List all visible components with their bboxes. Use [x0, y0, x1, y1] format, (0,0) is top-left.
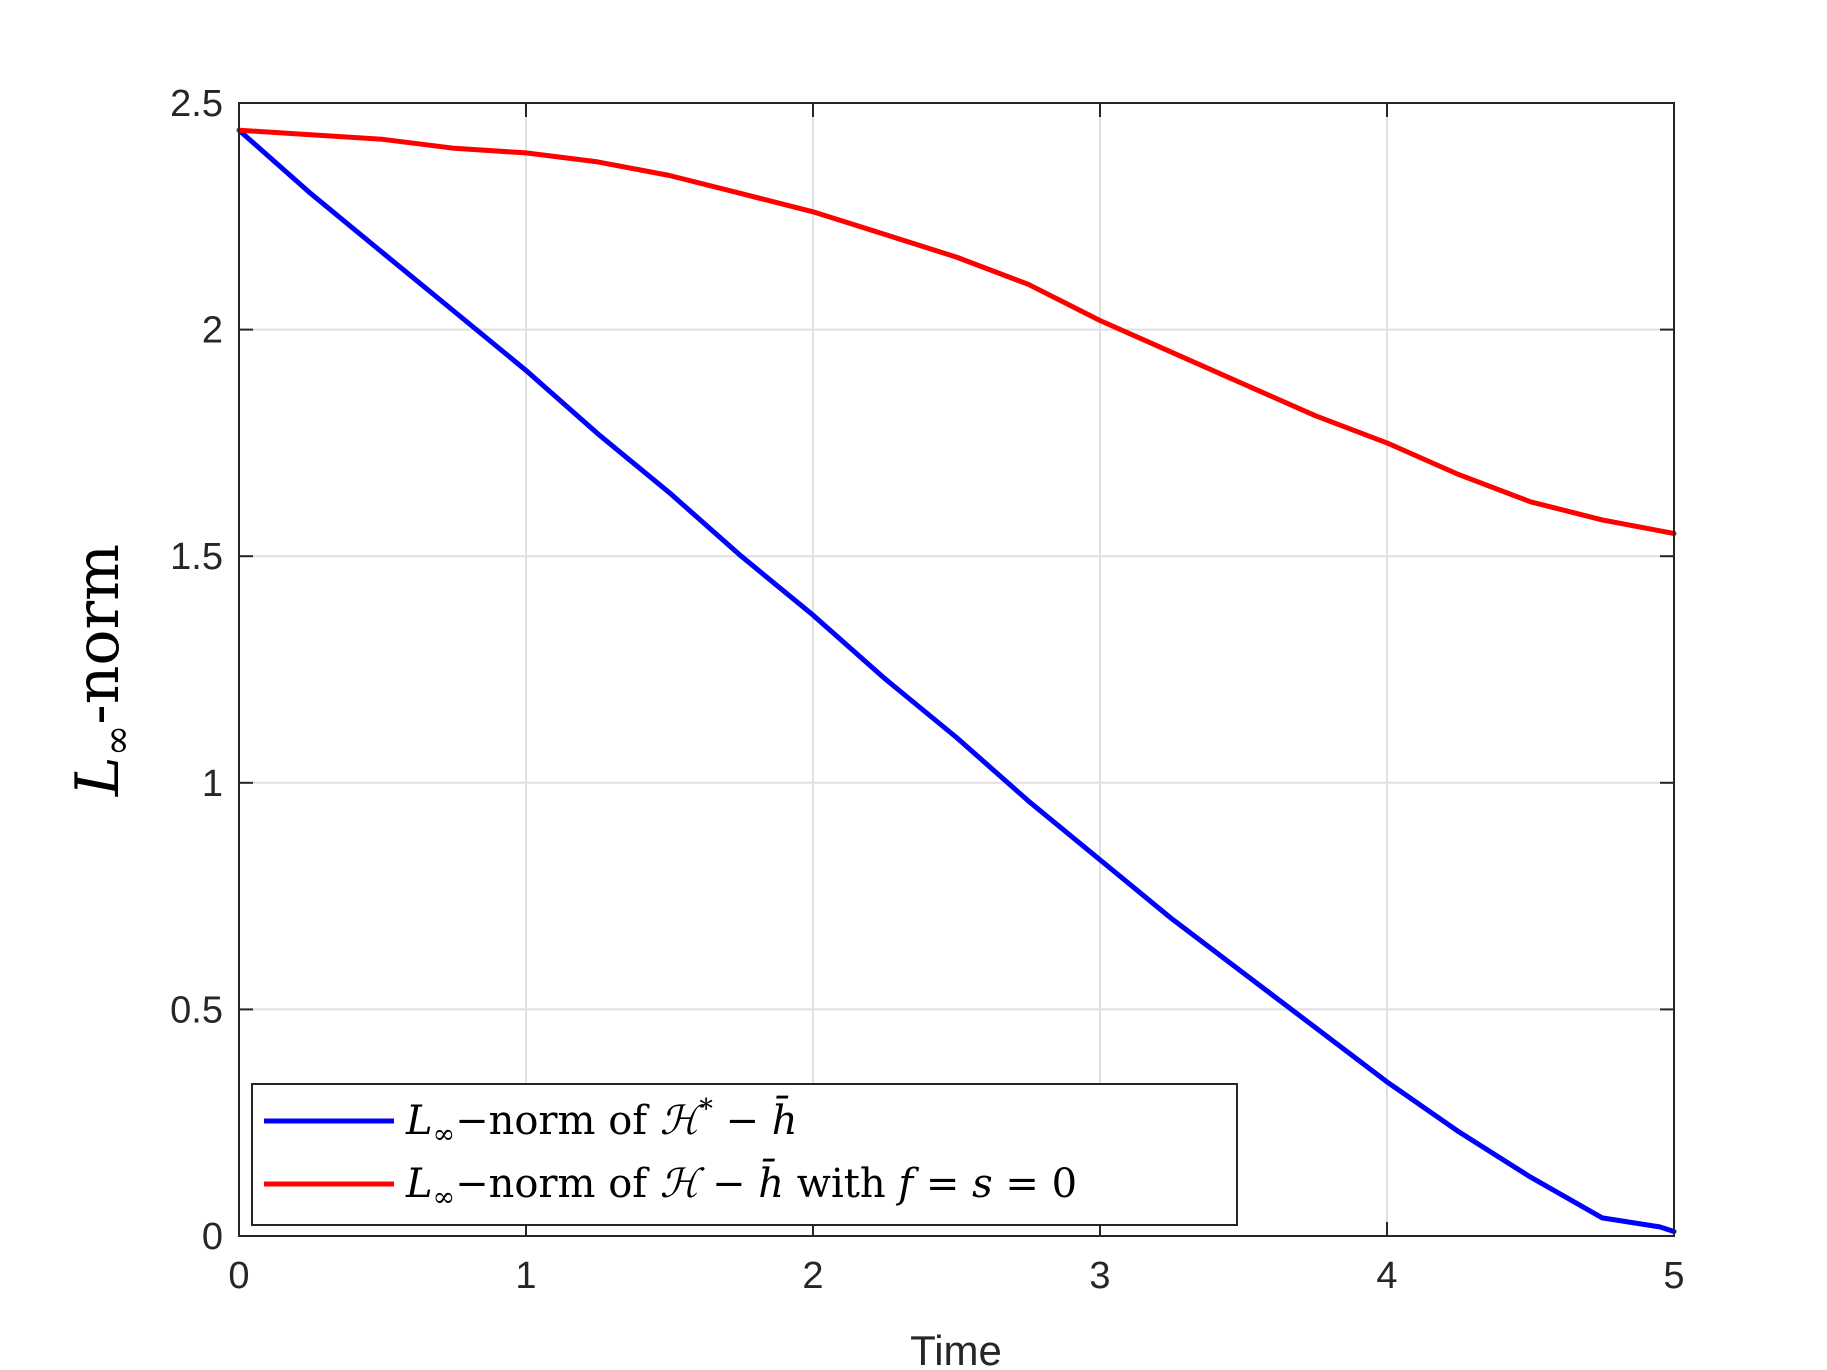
y-axis-label: L∞-norm	[63, 544, 139, 797]
series-line-1	[236, 127, 1677, 1234]
y-axis-label-main: L	[63, 756, 133, 797]
legend-2-L: L	[405, 1161, 433, 1207]
legend-box	[251, 1083, 1238, 1226]
legend-1-sup: *	[699, 1094, 713, 1125]
legend: L∞−norm of ℋ* − h̄ L∞−norm of ℋ − h̄ wit…	[251, 1083, 1238, 1226]
y-tick-label: 0	[202, 1216, 223, 1258]
x-tick-label: 3	[1089, 1255, 1110, 1297]
y-axis-label-rest: -norm	[63, 544, 133, 725]
legend-1-norm-of: −norm of	[455, 1098, 660, 1144]
x-tick-label: 5	[1663, 1255, 1684, 1297]
legend-2-sub: ∞	[433, 1182, 456, 1213]
legend-1-H: ℋ	[660, 1098, 705, 1144]
x-tick-label: 0	[228, 1255, 249, 1297]
legend-1-sub: ∞	[433, 1119, 456, 1150]
legend-2-norm-of: −norm of	[455, 1161, 660, 1207]
y-axis-label-subscript: ∞	[95, 725, 139, 757]
legend-2-eq1: =	[913, 1161, 972, 1207]
legend-entry-1: L∞−norm of ℋ* − h̄	[405, 1094, 798, 1150]
legend-2-with: with	[784, 1161, 898, 1207]
x-tick-label: 1	[515, 1255, 536, 1297]
x-tick-label: 2	[802, 1255, 823, 1297]
y-tick-label: 2	[202, 310, 223, 352]
legend-2-hbar: h̄	[758, 1158, 784, 1207]
legend-2-H: ℋ	[660, 1161, 705, 1207]
y-tick-label: 2.5	[170, 83, 223, 125]
series-layer	[236, 127, 1677, 1234]
legend-1-hbar: h̄	[772, 1095, 798, 1144]
legend-2-s: s	[972, 1161, 993, 1207]
legend-1-minus: −	[713, 1098, 772, 1144]
y-tick-label: 0.5	[170, 989, 223, 1031]
grid-lines	[238, 102, 1675, 1237]
tick-labels: 0 1 2 3 4 5 0 0.5 1 1.5 2 2.5	[170, 83, 1684, 1297]
legend-2-eq0: = 0	[993, 1161, 1077, 1207]
x-axis-label: Time	[910, 1327, 1002, 1370]
x-tick-label: 4	[1376, 1255, 1397, 1297]
series-line-2	[236, 127, 1677, 536]
legend-1-L: L	[405, 1098, 433, 1144]
legend-entry-2: L∞−norm of ℋ − h̄ with f = s = 0	[405, 1158, 1077, 1213]
plot-area	[239, 103, 1674, 1236]
y-tick-label: 1	[202, 763, 223, 805]
axes-box	[238, 102, 1675, 1237]
y-tick-label: 1.5	[170, 536, 223, 578]
legend-2-minus: −	[699, 1161, 758, 1207]
tick-marks	[238, 102, 1675, 1237]
